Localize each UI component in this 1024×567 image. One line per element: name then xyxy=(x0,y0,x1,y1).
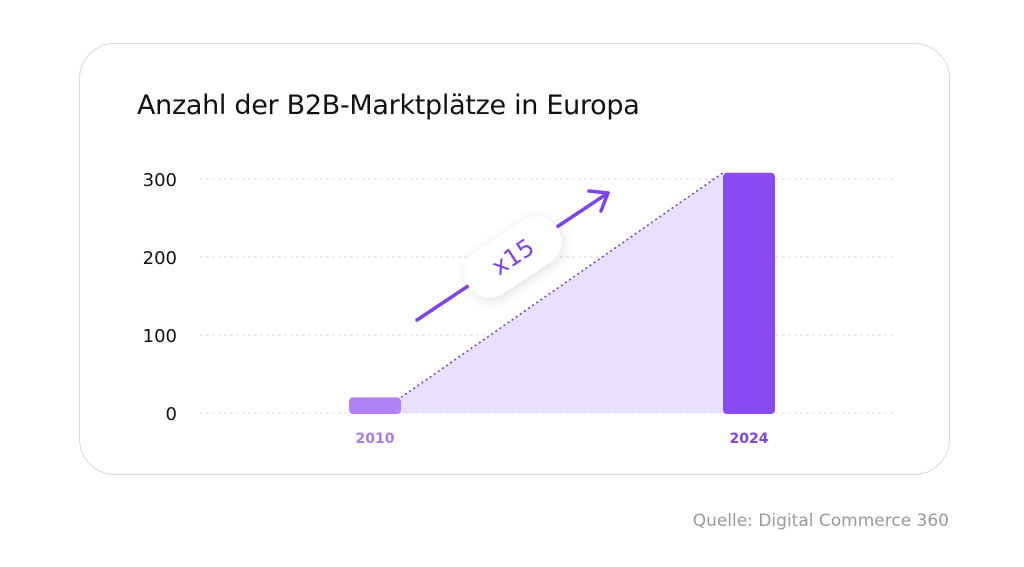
y-tick-label: 100 xyxy=(143,326,177,347)
y-tick-label: 0 xyxy=(166,404,177,425)
y-tick-label: 200 xyxy=(143,248,177,269)
bar-2024 xyxy=(723,172,775,414)
x-axis-ticks: 2010 2024 xyxy=(356,431,769,447)
gridlines xyxy=(200,178,895,414)
trend-line xyxy=(400,172,724,399)
bar-2010 xyxy=(349,397,401,414)
y-axis-ticks: 0 100 200 300 xyxy=(143,170,177,425)
source-note: Quelle: Digital Commerce 360 xyxy=(692,511,949,531)
multiplier-badge: x15 xyxy=(464,216,562,298)
y-tick-label: 300 xyxy=(143,170,177,191)
x-tick-label: 2024 xyxy=(730,431,769,447)
x-tick-label: 2010 xyxy=(356,431,395,447)
growth-area xyxy=(401,172,723,413)
chart-title: Anzahl der B2B-Marktplätze in Europa xyxy=(137,90,640,121)
bars xyxy=(349,172,775,414)
